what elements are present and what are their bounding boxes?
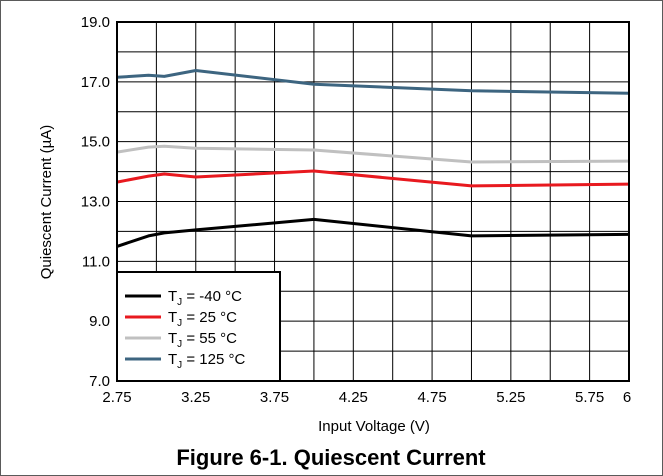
series-line-2	[116, 169, 630, 188]
y-axis-label: Quiescent Current (µA)	[38, 125, 55, 280]
legend-box	[116, 271, 281, 382]
series-line-3	[116, 144, 630, 164]
grid	[117, 22, 629, 381]
legend-label: TJ = 25 °C	[168, 309, 237, 329]
x-axis-label: Input Voltage (V)	[318, 418, 430, 435]
x-tick-label: 4.25	[339, 389, 368, 406]
figure-caption: Figure 6-1. Quiescent Current	[176, 445, 486, 470]
y-tick-labels: 7.0 9.0 11.0 13.0 15.0 17.0 19.0	[81, 14, 110, 390]
plot-border	[116, 21, 630, 382]
legend-label: TJ = 125 °C	[168, 351, 245, 371]
y-tick-label: 13.0	[81, 194, 110, 211]
x-tick-label: 3.75	[260, 389, 289, 406]
legend-label: TJ = 55 °C	[168, 330, 237, 350]
y-tick-label: 15.0	[81, 134, 110, 151]
legend-label: TJ = -40 °C	[168, 288, 242, 308]
x-tick-label: 2.75	[102, 389, 131, 406]
y-tick-label: 7.0	[89, 373, 110, 390]
x-tick-label: 6	[623, 389, 631, 406]
legend: TJ = -40 °CTJ = 25 °CTJ = 55 °CTJ = 125 …	[116, 271, 281, 382]
series-line-1	[116, 217, 630, 248]
y-tick-label: 17.0	[81, 74, 110, 91]
y-tick-label: 11.0	[82, 253, 110, 270]
series-line-4	[116, 69, 630, 95]
x-tick-label: 4.75	[417, 389, 446, 406]
y-tick-label: 9.0	[89, 313, 110, 330]
x-tick-label: 5.25	[496, 389, 525, 406]
y-tick-label: 19.0	[81, 14, 110, 31]
x-tick-label: 3.25	[181, 389, 210, 406]
x-tick-label: 5.75	[575, 389, 604, 406]
x-tick-labels: 2.75 3.25 3.75 4.25 4.75 5.25 5.75 6	[102, 389, 631, 406]
series-layer	[116, 69, 630, 248]
